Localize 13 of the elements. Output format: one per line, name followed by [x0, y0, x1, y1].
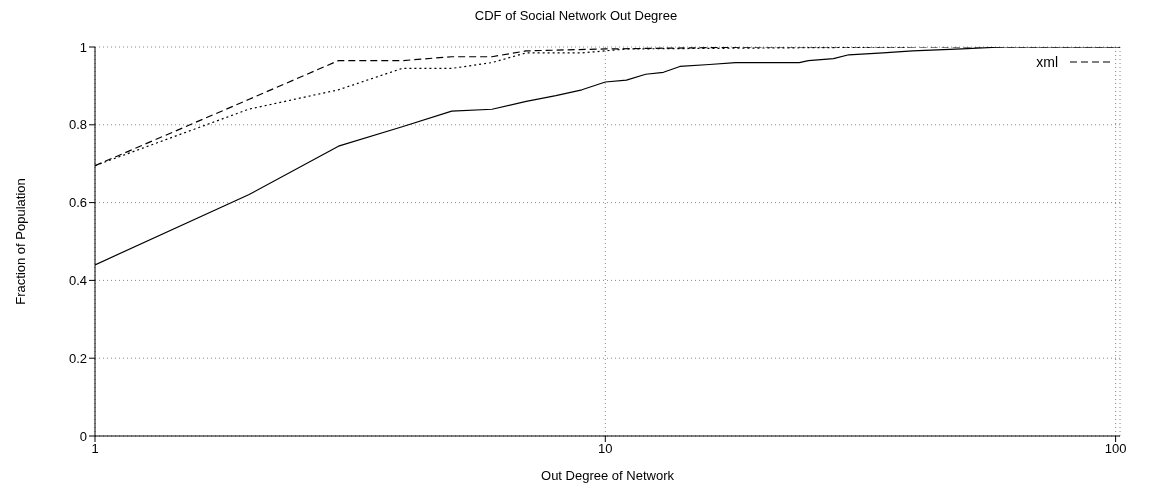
chart-title: CDF of Social Network Out Degree [473, 8, 679, 23]
x-tick-label: 100 [1104, 441, 1127, 457]
y-tick-label: 0.4 [68, 273, 87, 289]
y-axis-title: Fraction of Population [12, 178, 28, 305]
x-tick-label: 1 [91, 441, 99, 457]
y-tick-label: 0.2 [68, 350, 87, 366]
x-tick-label: 10 [598, 441, 613, 457]
y-tick-label: 0.6 [68, 195, 87, 211]
y-tick-label: 0.8 [68, 117, 87, 133]
y-tick-label: 1 [79, 39, 87, 55]
x-axis-title: Out Degree of Network [541, 468, 675, 483]
y-tick-label: 0 [79, 428, 87, 444]
legend-label: xml [1036, 54, 1058, 70]
